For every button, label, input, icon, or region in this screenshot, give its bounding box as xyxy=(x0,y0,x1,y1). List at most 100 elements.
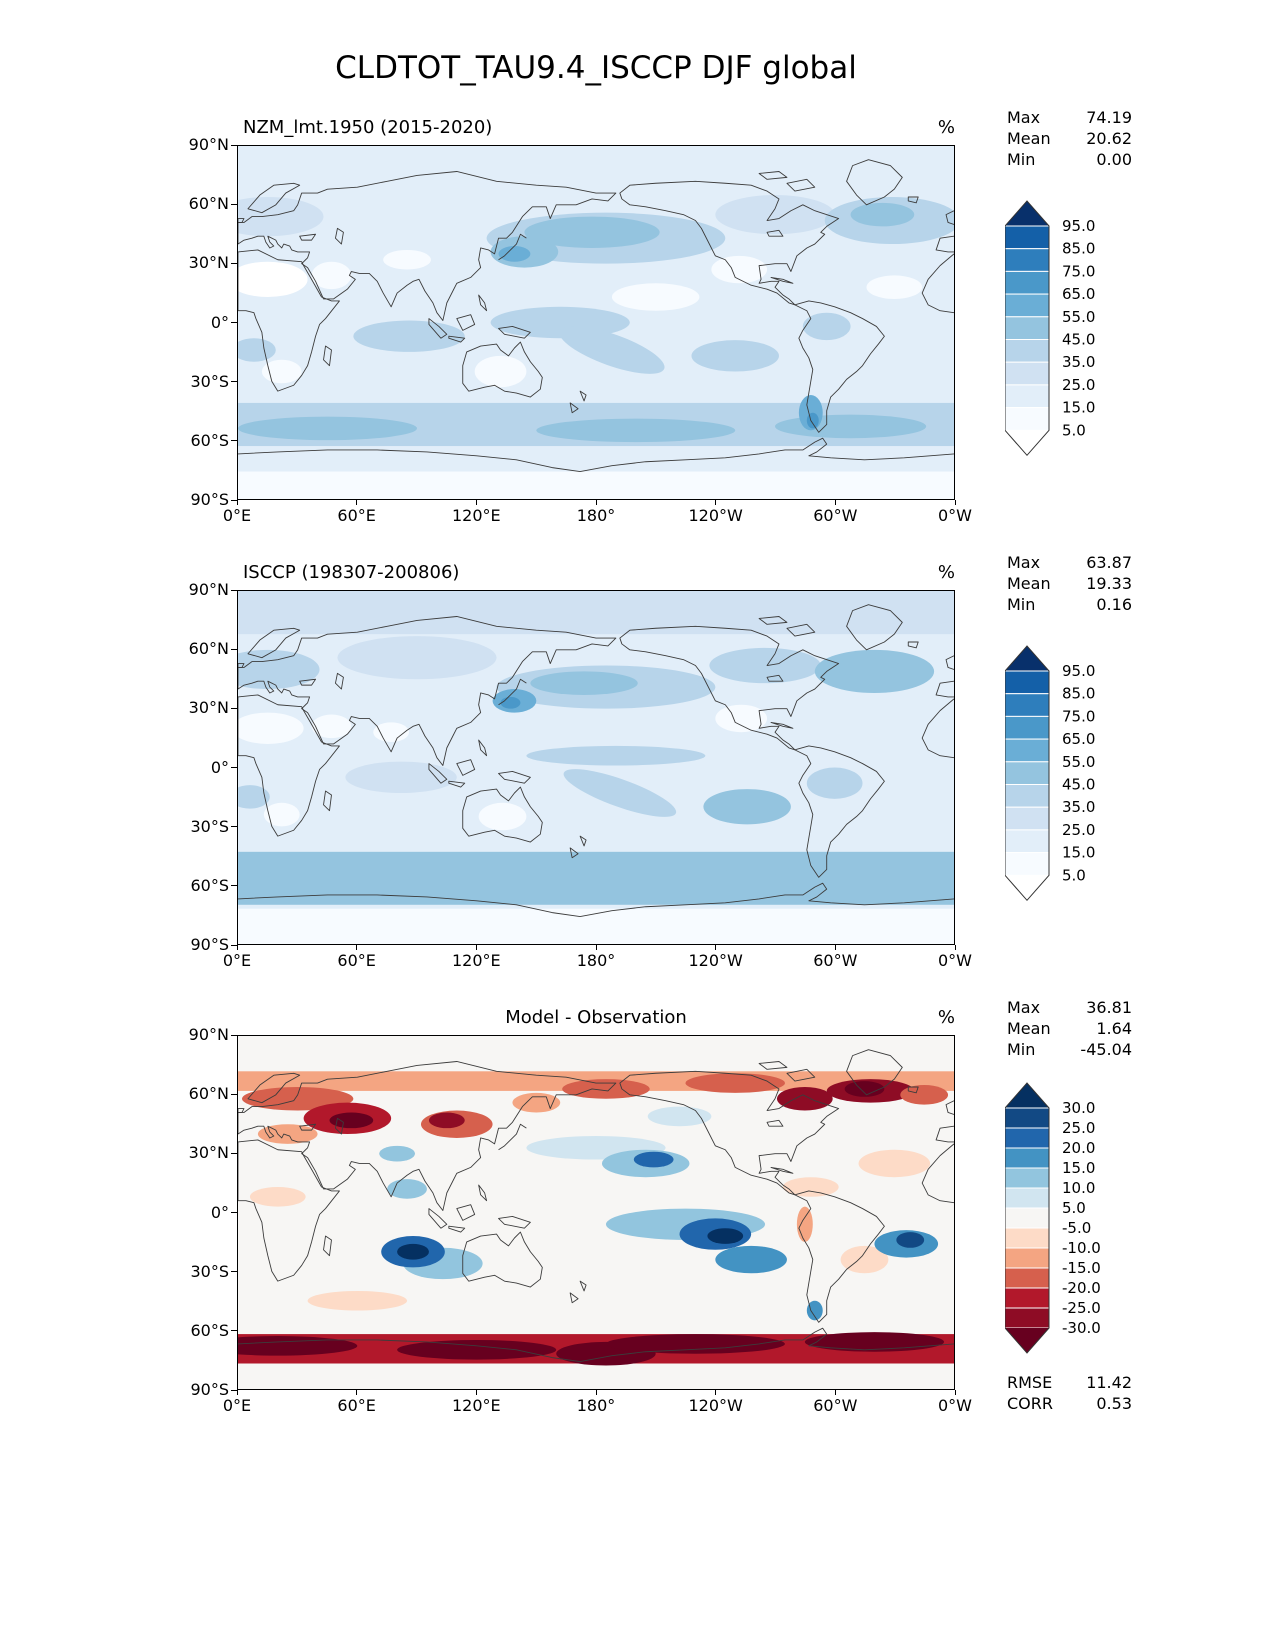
colorbar-segment xyxy=(1004,339,1050,363)
stat-value: 63.87 xyxy=(1086,553,1132,572)
field-region xyxy=(775,863,915,888)
field-region xyxy=(775,414,927,439)
coastline xyxy=(238,616,616,765)
field-region xyxy=(804,1332,945,1352)
stat-value: 36.81 xyxy=(1086,998,1132,1017)
stat-label: CORR xyxy=(1007,1394,1053,1413)
colorbar-over-arrow xyxy=(1005,1083,1049,1108)
y-tick-label: 0° xyxy=(210,312,229,332)
colorbar-label: 55.0 xyxy=(1062,308,1095,326)
colorbar-segment xyxy=(1004,693,1050,717)
coastline xyxy=(429,764,447,784)
field-region xyxy=(397,1339,557,1360)
field-region xyxy=(379,1145,416,1162)
field-region xyxy=(267,863,447,888)
colorbar-label: 65.0 xyxy=(1062,285,1095,303)
field-region xyxy=(428,1112,465,1129)
coastline xyxy=(946,211,954,225)
stat-value: 1.64 xyxy=(1096,1019,1132,1038)
field-region xyxy=(563,769,677,817)
coastline xyxy=(238,250,339,391)
y-tick-label: 90°S xyxy=(190,1380,229,1399)
x-tick-mark xyxy=(475,500,477,505)
stat-row: Min 0.16 xyxy=(1007,594,1132,615)
colorbar-label: -15.0 xyxy=(1062,1259,1101,1277)
x-tick-mark xyxy=(954,945,956,950)
coastline xyxy=(847,160,903,205)
y-tick-mark xyxy=(231,707,237,709)
field-region xyxy=(633,1151,674,1168)
coastline xyxy=(759,616,787,624)
colorbar-segment xyxy=(1004,407,1050,431)
field-region xyxy=(850,202,915,227)
y-tick-label: 0° xyxy=(210,757,229,777)
stat-row: Min 0.00 xyxy=(1007,149,1132,170)
coastline xyxy=(795,746,885,877)
coastline xyxy=(238,1109,244,1113)
y-tick-label: 30°N xyxy=(188,253,229,273)
y-tick-mark xyxy=(231,203,237,205)
field-region xyxy=(526,865,746,890)
field-region xyxy=(397,1243,429,1260)
coastline xyxy=(479,1185,487,1201)
coastline xyxy=(238,883,954,916)
colorbar-under-arrow xyxy=(1005,875,1049,901)
coastline xyxy=(922,1144,954,1203)
colorbar: 95.0 85.0 75.0 65.0 55.0 45.0 35.0 25.0 15.0 5.0 xyxy=(1004,196,1135,466)
field-region xyxy=(840,1245,889,1274)
coastline xyxy=(847,605,903,650)
colorbar-segment xyxy=(1004,1207,1050,1229)
coastline xyxy=(767,230,783,236)
colorbar: 30.0 25.0 20.0 15.0 10.0 5.0 -5.0 -10.0 -15.0 -20… xyxy=(1004,1078,1135,1363)
colorbar-label: 30.0 xyxy=(1062,1099,1095,1117)
coastline xyxy=(767,675,783,681)
field-region xyxy=(311,714,352,739)
colorbar-label: 35.0 xyxy=(1062,798,1095,816)
field-region xyxy=(524,216,660,248)
x-tick-mark xyxy=(715,500,717,505)
coastline xyxy=(922,699,954,758)
coastline xyxy=(238,1328,954,1361)
panel-obs-map: ISCCP (198307-200806) % 0°E 60°E 120°E 180°… xyxy=(0,550,1275,1050)
colorbar-segment xyxy=(1004,738,1050,763)
stat-label: Max xyxy=(1007,108,1041,127)
coastline xyxy=(324,791,332,811)
colorbar-segment xyxy=(1004,316,1050,341)
x-tick-mark xyxy=(236,500,238,505)
coastline xyxy=(457,1205,475,1221)
coastline xyxy=(787,624,815,636)
colorbar-segment xyxy=(1004,670,1050,695)
colorbar-label: 25.0 xyxy=(1062,821,1095,839)
field-region xyxy=(238,1336,358,1356)
x-tick-label: 60°W xyxy=(813,1396,858,1415)
stat-value: 74.19 xyxy=(1086,108,1132,127)
y-tick-label: 30°S xyxy=(190,1261,229,1281)
stat-label: Mean xyxy=(1007,574,1051,593)
coastline xyxy=(580,1281,586,1291)
y-tick-label: 60°N xyxy=(188,639,229,659)
colorbar-label: 5.0 xyxy=(1062,1199,1086,1217)
y-tick-label: 90°N xyxy=(188,135,229,154)
colorbar-label: 5.0 xyxy=(1062,421,1086,439)
colorbar-segment xyxy=(1004,384,1050,409)
stat-value: 11.42 xyxy=(1086,1373,1132,1392)
coastline xyxy=(795,301,885,432)
colorbar-under-arrow xyxy=(1005,1328,1049,1353)
coastline xyxy=(463,1232,543,1287)
x-tick-mark xyxy=(715,945,717,950)
x-tick-label: 0°W xyxy=(938,1396,972,1415)
colorbar-segment xyxy=(1004,248,1050,272)
colorbar-segment xyxy=(1004,1267,1050,1289)
coastline xyxy=(620,1071,839,1195)
panel-title: Model - Observation xyxy=(505,1007,687,1028)
field-region xyxy=(709,647,821,684)
stat-value: -45.04 xyxy=(1080,1040,1132,1059)
stat-row: Mean 19.33 xyxy=(1007,573,1132,594)
stat-row: RMSE 11.42 xyxy=(1007,1372,1132,1393)
y-tick-label: 60°N xyxy=(188,1084,229,1104)
x-tick-mark xyxy=(954,1390,956,1395)
y-tick-mark xyxy=(231,1212,237,1213)
colorbar-over-arrow xyxy=(1005,201,1049,226)
x-tick-label: 60°E xyxy=(337,506,376,525)
field-region xyxy=(263,802,300,827)
